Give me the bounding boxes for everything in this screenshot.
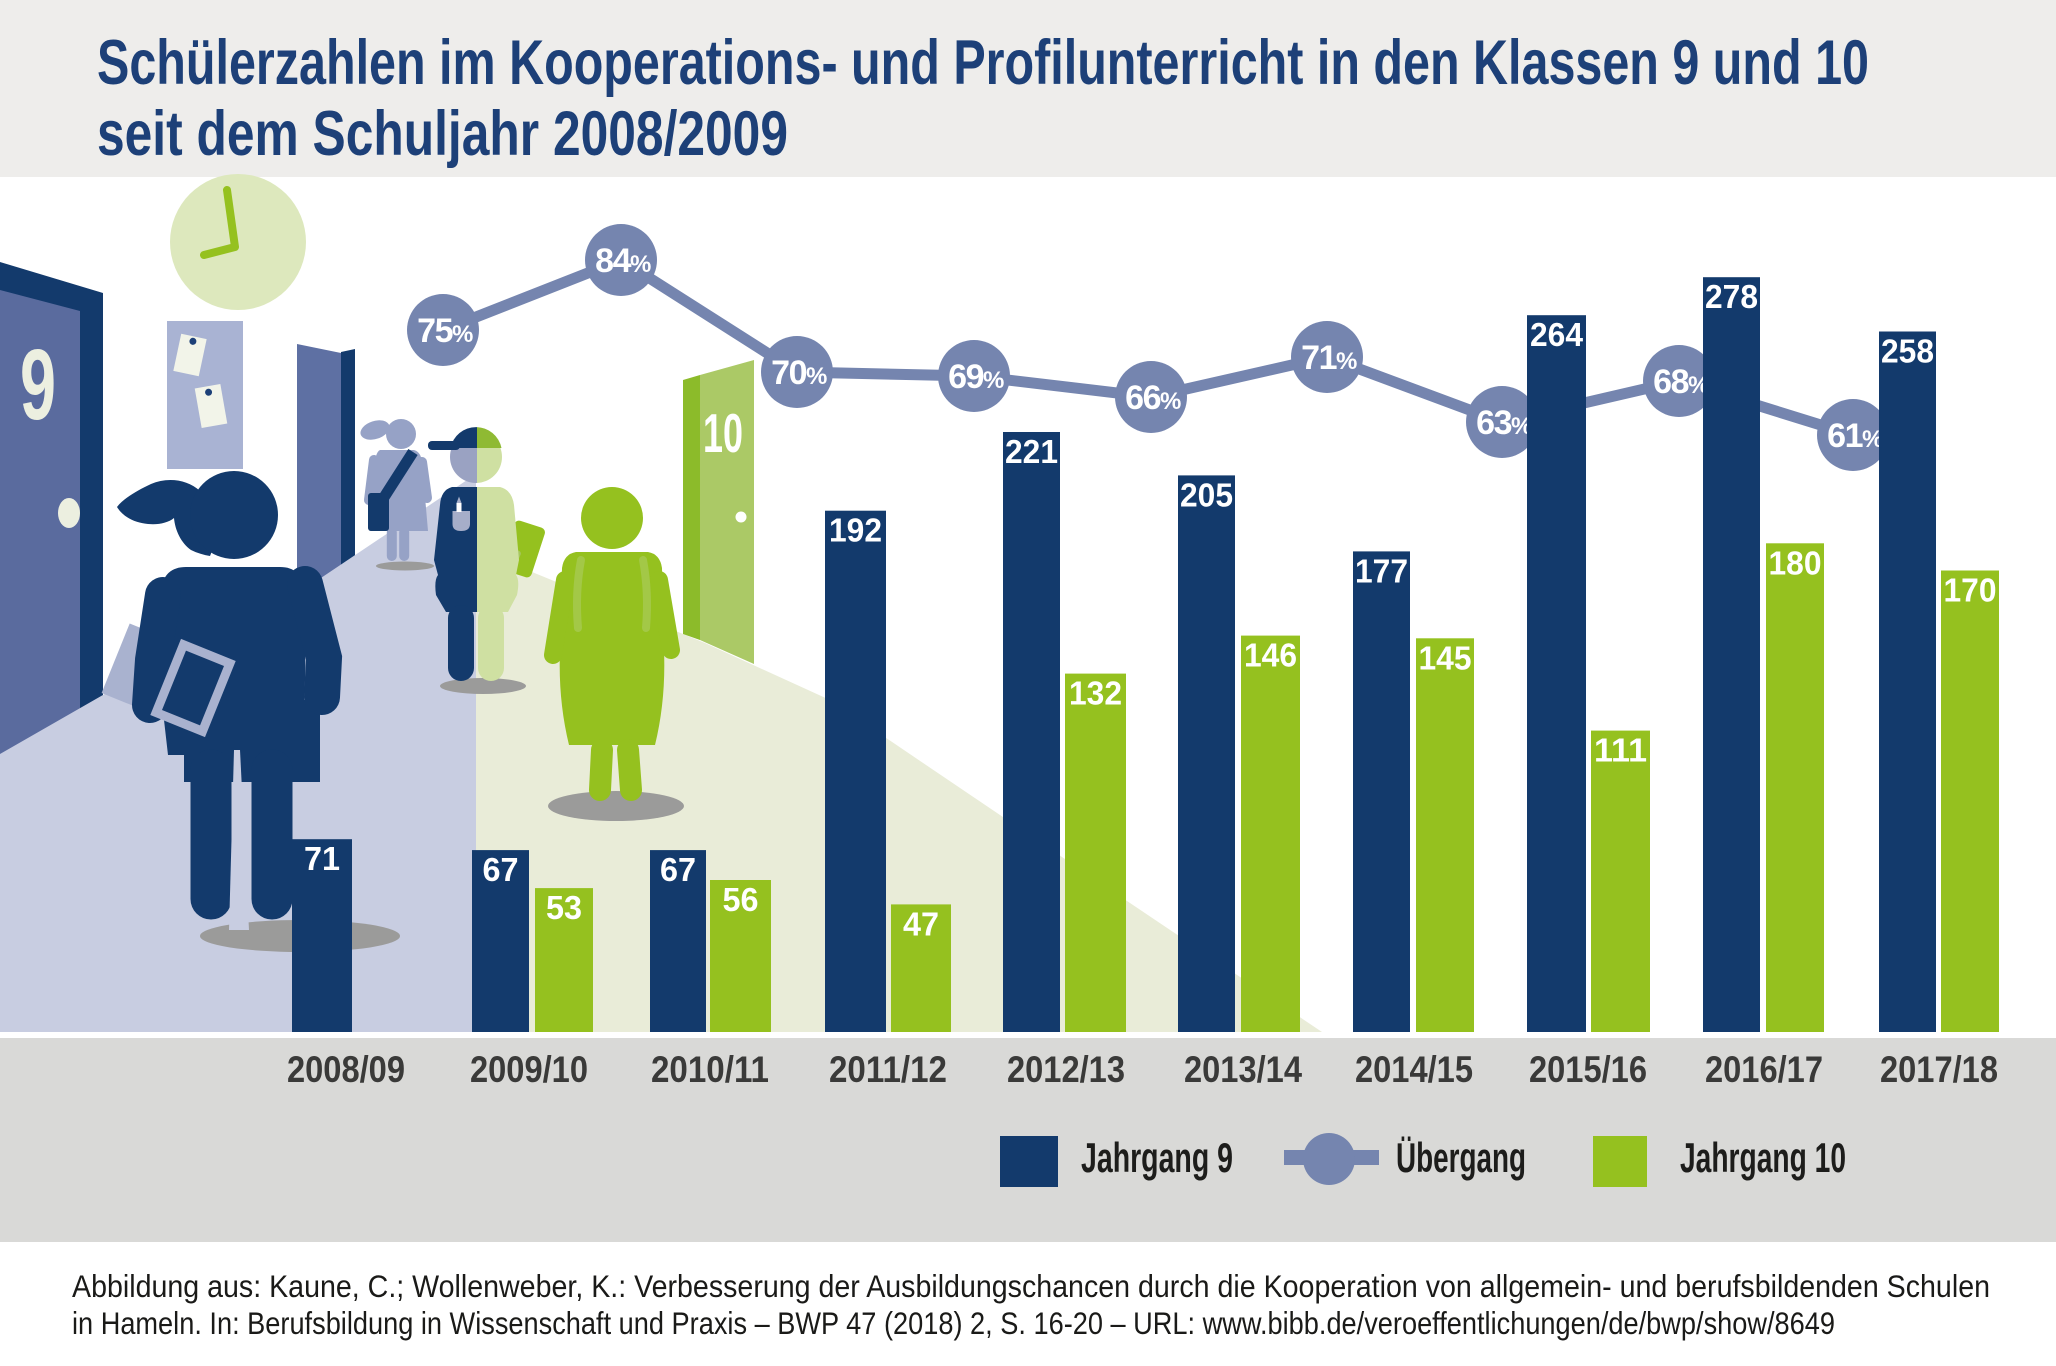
svg-text:258: 258 bbox=[1881, 333, 1934, 370]
svg-text:177: 177 bbox=[1355, 552, 1408, 589]
svg-text:264: 264 bbox=[1530, 316, 1584, 353]
svg-text:9: 9 bbox=[20, 329, 56, 441]
svg-text:84: 84 bbox=[595, 242, 631, 280]
svg-text:%: % bbox=[1336, 348, 1357, 375]
svg-text:2012/13: 2012/13 bbox=[1007, 1049, 1125, 1090]
svg-text:2009/10: 2009/10 bbox=[470, 1049, 588, 1090]
svg-text:%: % bbox=[806, 363, 827, 390]
svg-text:53: 53 bbox=[546, 889, 582, 926]
svg-text:2011/12: 2011/12 bbox=[829, 1049, 947, 1090]
svg-text:2016/17: 2016/17 bbox=[1705, 1049, 1823, 1090]
svg-text:67: 67 bbox=[483, 851, 519, 888]
svg-text:2010/11: 2010/11 bbox=[651, 1049, 769, 1090]
svg-text:Jahrgang 10: Jahrgang 10 bbox=[1680, 1134, 1846, 1181]
svg-text:%: % bbox=[983, 367, 1004, 394]
svg-text:%: % bbox=[630, 251, 651, 278]
svg-text:63: 63 bbox=[1476, 404, 1511, 442]
svg-text:68: 68 bbox=[1653, 363, 1688, 401]
svg-text:71: 71 bbox=[1301, 339, 1336, 377]
svg-text:146: 146 bbox=[1244, 637, 1297, 674]
svg-text:47: 47 bbox=[903, 905, 939, 942]
svg-text:132: 132 bbox=[1069, 675, 1122, 712]
svg-text:2015/16: 2015/16 bbox=[1529, 1049, 1647, 1090]
svg-text:71: 71 bbox=[304, 840, 340, 877]
svg-text:69: 69 bbox=[948, 358, 983, 396]
svg-text:205: 205 bbox=[1180, 476, 1233, 513]
svg-text:66: 66 bbox=[1125, 379, 1160, 417]
svg-text:2013/14: 2013/14 bbox=[1184, 1049, 1302, 1090]
svg-text:2014/15: 2014/15 bbox=[1355, 1049, 1473, 1090]
svg-text:180: 180 bbox=[1769, 544, 1822, 581]
svg-text:%: % bbox=[1160, 388, 1181, 415]
svg-text:Übergang: Übergang bbox=[1396, 1134, 1526, 1181]
svg-text:70: 70 bbox=[771, 354, 806, 392]
svg-text:56: 56 bbox=[723, 881, 759, 918]
svg-text:278: 278 bbox=[1705, 278, 1758, 315]
svg-text:Abbildung aus: Kaune, C.; Woll: Abbildung aus: Kaune, C.; Wollenweber, K… bbox=[72, 1268, 1990, 1304]
svg-text:61: 61 bbox=[1827, 417, 1862, 455]
svg-text:67: 67 bbox=[660, 851, 696, 888]
svg-text:Schülerzahlen im Kooperations-: Schülerzahlen im Kooperations- und Profi… bbox=[97, 28, 1869, 98]
svg-text:seit dem Schuljahr 2008/2009: seit dem Schuljahr 2008/2009 bbox=[97, 99, 788, 169]
svg-text:10: 10 bbox=[703, 402, 743, 464]
svg-text:2017/18: 2017/18 bbox=[1880, 1049, 1998, 1090]
svg-text:in Hameln. In: Berufsbildung i: in Hameln. In: Berufsbildung in Wissensc… bbox=[72, 1305, 1835, 1341]
svg-text:%: % bbox=[452, 321, 473, 348]
svg-text:2008/09: 2008/09 bbox=[287, 1049, 405, 1090]
svg-text:170: 170 bbox=[1944, 572, 1997, 609]
svg-text:221: 221 bbox=[1005, 433, 1058, 470]
svg-text:Jahrgang 9: Jahrgang 9 bbox=[1081, 1134, 1233, 1181]
svg-text:145: 145 bbox=[1419, 639, 1472, 676]
svg-text:75: 75 bbox=[417, 312, 452, 350]
svg-text:%: % bbox=[1862, 426, 1883, 453]
svg-text:192: 192 bbox=[829, 512, 882, 549]
svg-text:111: 111 bbox=[1594, 732, 1647, 769]
